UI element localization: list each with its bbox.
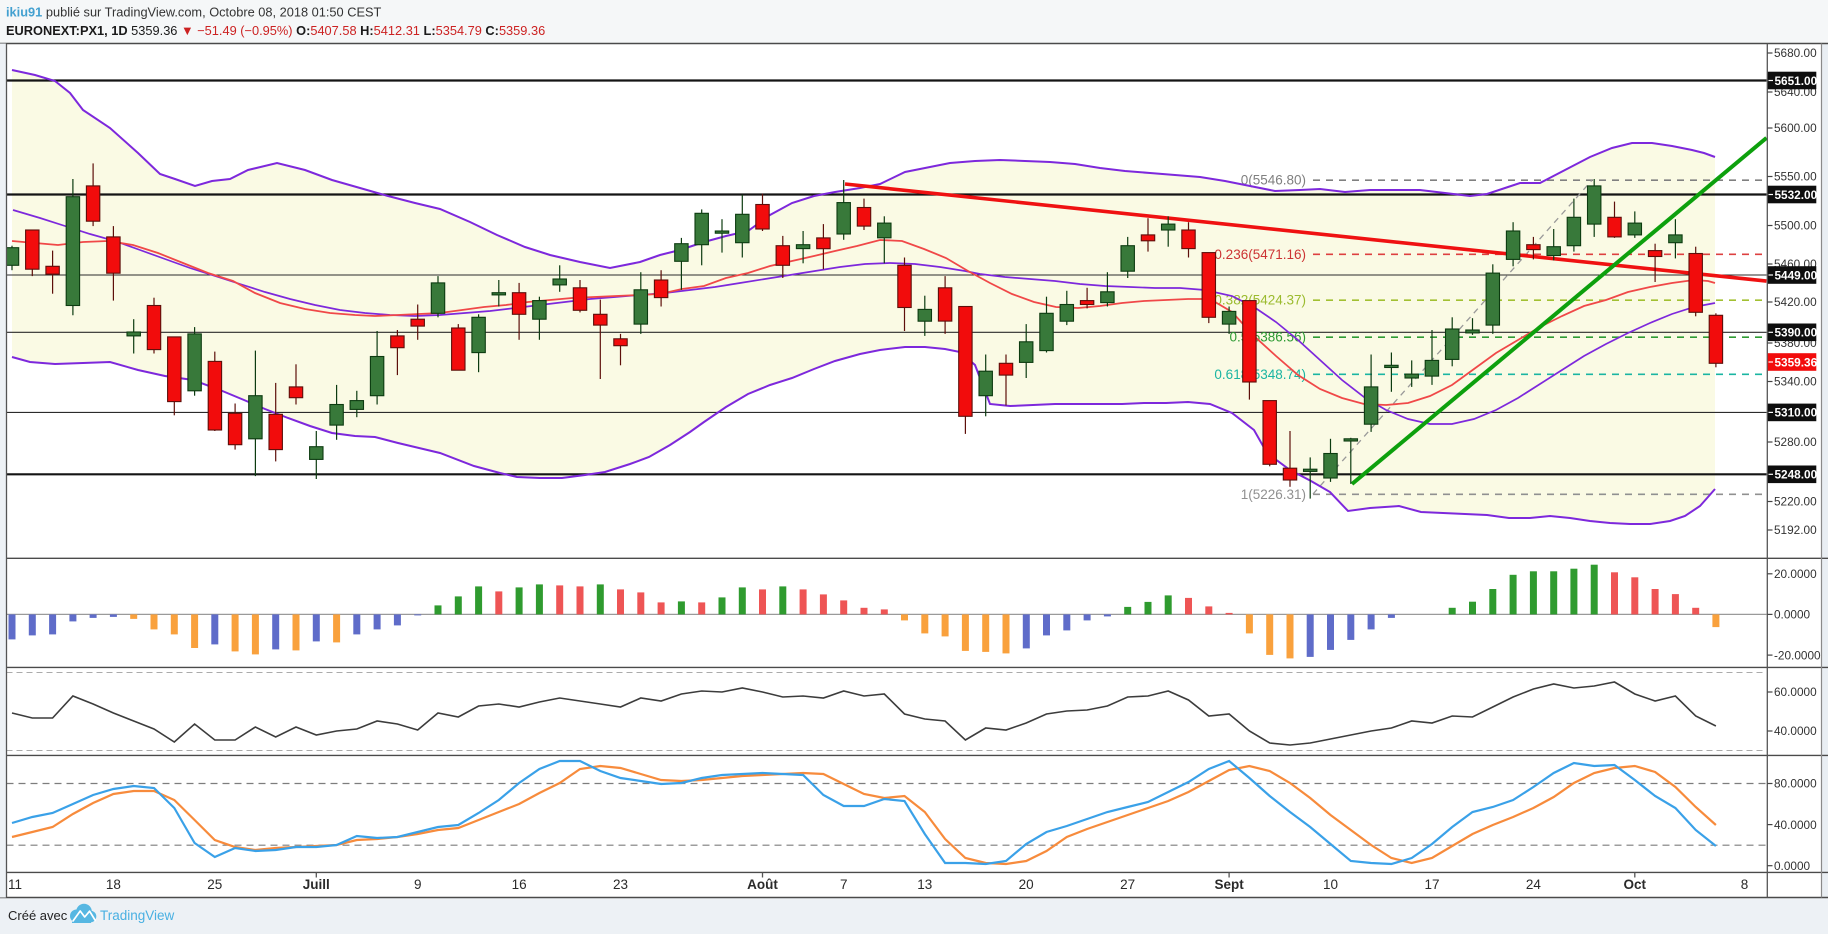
- svg-text:5192.00: 5192.00: [1774, 523, 1817, 537]
- svg-text:60.0000: 60.0000: [1774, 685, 1817, 699]
- svg-text:9: 9: [414, 877, 422, 892]
- svg-text:5500.00: 5500.00: [1774, 219, 1817, 233]
- svg-text:13: 13: [917, 877, 932, 892]
- svg-text:5680.00: 5680.00: [1774, 46, 1817, 60]
- svg-text:5280.00: 5280.00: [1774, 435, 1817, 449]
- svg-text:24: 24: [1526, 877, 1542, 892]
- svg-text:0.0000: 0.0000: [1774, 859, 1811, 873]
- svg-text:17: 17: [1424, 877, 1439, 892]
- svg-text:0.0000: 0.0000: [1774, 608, 1811, 622]
- svg-text:Juill: Juill: [303, 877, 330, 892]
- svg-text:20: 20: [1019, 877, 1034, 892]
- svg-text:5340.00: 5340.00: [1774, 375, 1817, 389]
- svg-text:ikiu91 publié sur TradingView.: ikiu91 publié sur TradingView.com, Octob…: [6, 5, 382, 20]
- svg-text:1(5226.31): 1(5226.31): [1241, 487, 1306, 502]
- svg-text:10: 10: [1323, 877, 1338, 892]
- svg-text:16: 16: [512, 877, 527, 892]
- svg-text:11: 11: [8, 877, 22, 892]
- svg-text:20.0000: 20.0000: [1774, 567, 1817, 581]
- svg-text:Août: Août: [747, 877, 778, 892]
- svg-text:5651.00: 5651.00: [1775, 74, 1818, 88]
- svg-text:27: 27: [1120, 877, 1135, 892]
- svg-text:8: 8: [1741, 877, 1749, 892]
- svg-text:5420.00: 5420.00: [1774, 295, 1817, 309]
- svg-text:0.382(5424.37): 0.382(5424.37): [1214, 293, 1306, 308]
- svg-text:Créé avec: Créé avec: [8, 908, 68, 923]
- svg-text:EURONEXT:PX1, 1D 5359.36 ▼ −51: EURONEXT:PX1, 1D 5359.36 ▼ −51.49 (−0.95…: [6, 23, 545, 38]
- svg-text:0(5546.80): 0(5546.80): [1241, 173, 1306, 188]
- svg-text:5600.00: 5600.00: [1774, 121, 1817, 135]
- svg-text:40.0000: 40.0000: [1774, 724, 1817, 738]
- svg-text:5310.00: 5310.00: [1775, 406, 1818, 420]
- svg-text:5220.00: 5220.00: [1774, 495, 1817, 509]
- svg-text:0.236(5471.16): 0.236(5471.16): [1214, 247, 1306, 262]
- svg-text:-20.0000: -20.0000: [1774, 648, 1821, 662]
- svg-text:5449.00: 5449.00: [1775, 268, 1818, 282]
- svg-text:Oct: Oct: [1624, 877, 1647, 892]
- svg-text:0.618(5348.74): 0.618(5348.74): [1214, 367, 1306, 382]
- svg-text:Sept: Sept: [1214, 877, 1244, 892]
- svg-text:TradingView: TradingView: [100, 908, 175, 923]
- svg-text:7: 7: [840, 877, 848, 892]
- svg-text:5550.00: 5550.00: [1774, 170, 1817, 184]
- svg-text:5359.36: 5359.36: [1775, 355, 1818, 369]
- svg-text:5248.00: 5248.00: [1775, 468, 1818, 482]
- svg-text:25: 25: [207, 877, 222, 892]
- svg-text:5532.00: 5532.00: [1775, 188, 1818, 202]
- svg-text:40.0000: 40.0000: [1774, 818, 1817, 832]
- svg-text:23: 23: [613, 877, 628, 892]
- svg-text:80.0000: 80.0000: [1774, 777, 1817, 791]
- svg-text:18: 18: [106, 877, 121, 892]
- svg-text:5390.00: 5390.00: [1775, 326, 1818, 340]
